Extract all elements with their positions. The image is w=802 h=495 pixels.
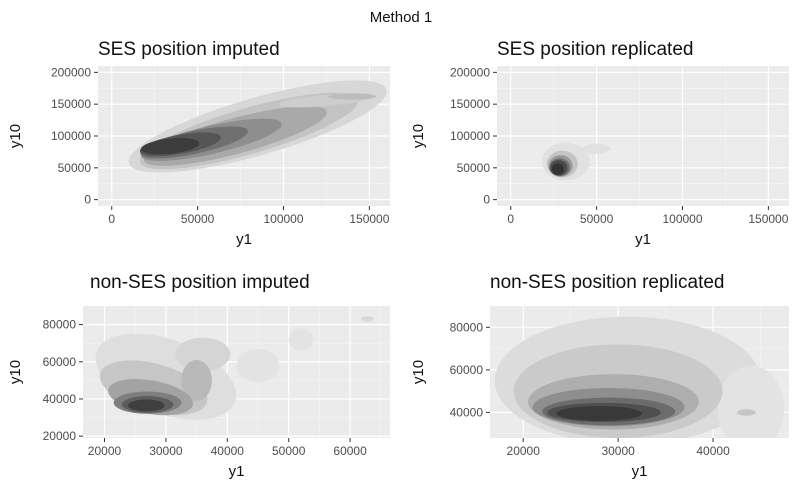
density-contour (141, 137, 200, 155)
panel-title: non-SES position imputed (90, 272, 310, 293)
y-axis-label: y10 (7, 360, 24, 384)
y-axis-label: y10 (7, 124, 24, 148)
y-tick-label: 100000 (51, 129, 91, 143)
density-contour (127, 399, 165, 412)
x-tick-label: 100000 (263, 212, 303, 226)
x-axis-label: y1 (635, 231, 651, 248)
y-axis-label: y10 (410, 360, 427, 384)
y-tick-label: 0 (84, 193, 91, 207)
y-tick-label: 40000 (43, 392, 77, 406)
y-tick-label: 0 (483, 193, 490, 207)
density-contour (556, 406, 642, 421)
y-tick-label: 80000 (450, 320, 484, 334)
y-tick-label: 80000 (43, 318, 77, 332)
y-tick-label: 50000 (457, 161, 491, 175)
y-tick-label: 20000 (43, 429, 77, 443)
density-layer (541, 142, 611, 181)
panel-1: 0 50000 100000 150000 0 50000 100000 150000 2000… (7, 39, 390, 248)
figure-title: Method 1 (370, 9, 433, 26)
y-tick-label: 150000 (51, 97, 91, 111)
x-tick-label: 150000 (349, 212, 389, 226)
x-axis-label: y1 (632, 463, 648, 480)
x-tick-label: 0 (507, 212, 514, 226)
density-contour (181, 359, 212, 401)
density-layer (128, 80, 387, 173)
panel-2: 0 50000 100000 150000 0 50000 100000 150000 2000… (410, 39, 789, 248)
y-tick-label: 40000 (450, 405, 484, 419)
x-tick-label: 30000 (149, 444, 183, 458)
x-tick-label: 60000 (333, 444, 367, 458)
density-contour (328, 93, 377, 100)
x-tick-label: 0 (108, 212, 115, 226)
x-tick-label: 30000 (601, 444, 635, 458)
panel-3: 20000 30000 40000 50000 60000 20000 40000 60000… (7, 272, 390, 480)
y-tick-label: 60000 (43, 355, 77, 369)
y-axis-label: y10 (410, 124, 427, 148)
y-tick-label: 200000 (450, 65, 490, 79)
y-tick-label: 150000 (450, 97, 490, 111)
x-tick-label: 50000 (272, 444, 306, 458)
density-layer (494, 316, 785, 438)
x-tick-label: 40000 (211, 444, 245, 458)
x-axis-label: y1 (236, 231, 252, 248)
x-tick-label: 20000 (88, 444, 122, 458)
density-contour (361, 316, 374, 322)
x-tick-label: 150000 (748, 212, 788, 226)
panel-4: 20000 30000 40000 40000 60000 80000 non-SES po… (410, 272, 789, 480)
panel-title: SES position imputed (98, 39, 280, 60)
y-tick-label: 100000 (450, 129, 490, 143)
y-tick-label: 50000 (58, 161, 92, 175)
density-contour (551, 163, 564, 175)
y-tick-label: 60000 (450, 363, 484, 377)
x-tick-label: 20000 (507, 444, 541, 458)
density-contour (582, 143, 611, 154)
x-axis-label: y1 (229, 463, 245, 480)
y-tick-label: 200000 (51, 65, 91, 79)
panel-title: SES position replicated (497, 39, 693, 60)
x-tick-label: 40000 (696, 444, 730, 458)
density-contour (288, 328, 314, 351)
density-contour (736, 409, 756, 416)
density-contour (236, 348, 280, 383)
x-tick-label: 50000 (181, 212, 215, 226)
x-tick-label: 50000 (580, 212, 614, 226)
x-tick-label: 100000 (662, 212, 702, 226)
panel-title: non-SES position replicated (490, 272, 724, 293)
density-layer (95, 316, 374, 420)
density-contour (717, 365, 785, 438)
